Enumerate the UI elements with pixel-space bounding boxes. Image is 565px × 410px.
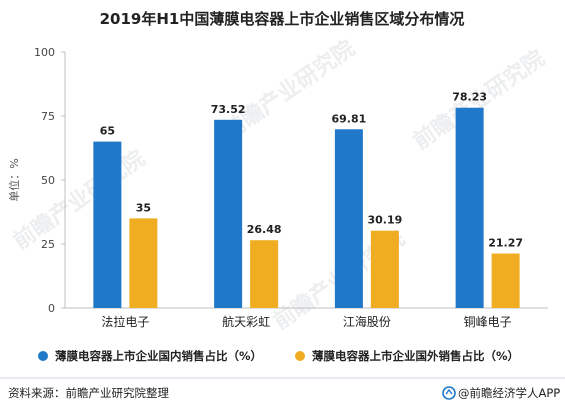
data-label-domestic-1: 73.52 (211, 103, 246, 116)
data-label-domestic-0: 65 (100, 125, 115, 138)
footer-source: 资料来源：前瞻产业研究院整理 (8, 386, 169, 400)
category-label-2: 江海股份 (343, 314, 391, 329)
brand-logo-icon-mark (445, 388, 453, 395)
y-tick-label: 50 (41, 174, 55, 187)
legend-label-overseas: 薄膜电容器上市企业国外销售占比（%） (312, 349, 519, 363)
y-tick-label: 100 (34, 46, 55, 59)
bar-overseas-0 (129, 218, 158, 308)
data-label-overseas-1: 26.48 (247, 223, 282, 236)
data-label-domestic-2: 69.81 (331, 112, 366, 125)
bar-domestic-3 (455, 107, 484, 308)
data-label-overseas-0: 35 (136, 201, 151, 214)
category-label-3: 铜峰电子 (464, 314, 512, 329)
y-tick-label: 75 (41, 110, 55, 123)
y-ticks: 0 25 50 75 100 (34, 46, 65, 315)
legend: 薄膜电容器上市企业国内销售占比（%） 薄膜电容器上市企业国外销售占比（%） (38, 349, 519, 363)
category-labels: 法拉电子 航天彩虹 江海股份 铜峰电子 (101, 314, 511, 329)
bar-overseas-3 (491, 253, 520, 308)
bar-overseas-2 (370, 230, 399, 308)
bar-domestic-1 (214, 119, 243, 308)
chart-title: 2019年H1中国薄膜电容器上市企业销售区域分布情况 (100, 10, 465, 28)
brand-logo-icon (442, 386, 456, 400)
legend-marker-overseas (295, 351, 305, 361)
watermark-1: 前瞻产业研究院 (9, 145, 150, 255)
bar-domestic-0 (93, 141, 122, 308)
data-label-overseas-2: 30.19 (367, 214, 402, 227)
y-axis-label: 单位：% (7, 158, 21, 201)
data-labels: 65 35 73.52 26.48 69.81 30.19 78.23 21.27 (100, 91, 523, 250)
footer-brand: @前瞻经济学人APP (458, 386, 560, 400)
legend-label-domestic: 薄膜电容器上市企业国内销售占比（%） (55, 349, 262, 363)
data-label-domestic-3: 78.23 (452, 91, 487, 104)
category-label-0: 法拉电子 (101, 314, 149, 329)
category-label-1: 航天彩虹 (222, 314, 270, 329)
bars (93, 107, 520, 308)
bar-overseas-1 (250, 240, 279, 308)
legend-marker-domestic (38, 351, 48, 361)
data-label-overseas-3: 21.27 (488, 237, 523, 250)
y-tick-label: 0 (48, 302, 55, 315)
bar-domestic-2 (334, 129, 363, 308)
y-tick-label: 25 (41, 238, 55, 251)
